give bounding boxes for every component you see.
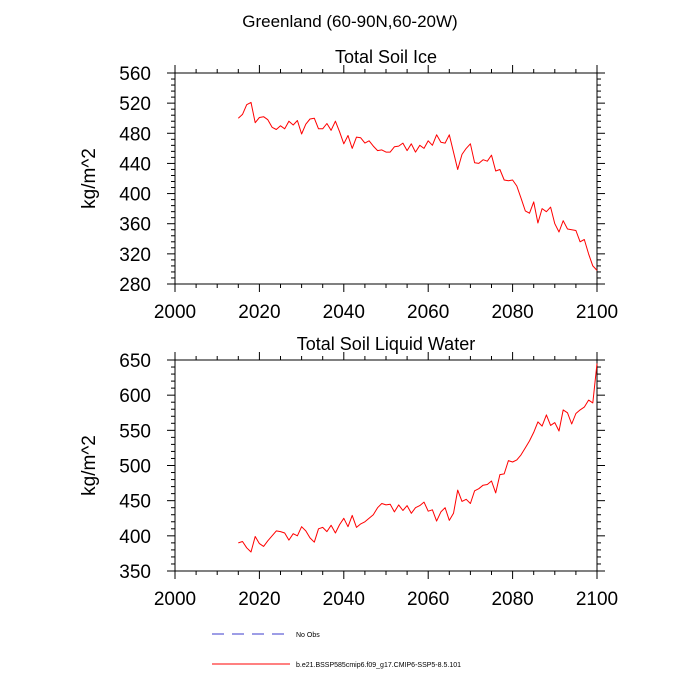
chart-panel-soil-ice: Total Soil Ice kg/m^2 2000 2020 2040 2060 2080… xyxy=(79,47,618,323)
legend: No Obs b.e21.BSSP585cmip6.f09_g17.CMIP6-S… xyxy=(212,632,461,669)
x-tick-label: 2040 xyxy=(323,589,365,610)
x-tick-label: 2040 xyxy=(323,302,365,323)
y-tick-label: 520 xyxy=(119,94,151,115)
x-tick-label: 2100 xyxy=(576,589,618,610)
x-tick-label: 2060 xyxy=(407,302,449,323)
y-tick-label: 500 xyxy=(119,457,151,478)
series-line xyxy=(238,363,598,553)
panel-title: Total Soil Liquid Water xyxy=(297,334,475,354)
figure-title: Greenland (60-90N,60-20W) xyxy=(242,12,458,31)
legend-label: No Obs xyxy=(296,632,320,639)
y-tick-label: 650 xyxy=(119,351,151,372)
chart-panel-soil-liquid-water: Total Soil Liquid Water kg/m^2 2000 2020 204… xyxy=(79,334,618,610)
y-tick-label: 550 xyxy=(119,421,151,442)
x-tick-label: 2020 xyxy=(238,302,280,323)
panel-title: Total Soil Ice xyxy=(335,47,437,67)
y-tick-label: 440 xyxy=(119,154,151,175)
x-tick-label: 2000 xyxy=(154,589,196,610)
plot-frame xyxy=(174,72,598,285)
y-tick-label: 320 xyxy=(119,245,151,266)
y-axis-label: kg/m^2 xyxy=(79,435,100,496)
y-tick-label: 280 xyxy=(119,275,151,296)
y-tick-label: 600 xyxy=(119,386,151,407)
x-tick-label: 2000 xyxy=(154,302,196,323)
y-axis-label: kg/m^2 xyxy=(79,148,100,209)
y-tick-label: 360 xyxy=(119,215,151,236)
x-tick-label: 2020 xyxy=(238,589,280,610)
y-tick-label: 480 xyxy=(119,124,151,145)
y-tick-label: 400 xyxy=(119,527,151,548)
x-tick-label: 2100 xyxy=(576,302,618,323)
x-tick-label: 2060 xyxy=(407,589,449,610)
y-tick-label: 400 xyxy=(119,185,151,206)
x-tick-label: 2080 xyxy=(491,302,533,323)
series-line xyxy=(237,101,598,271)
y-tick-label: 450 xyxy=(119,492,151,513)
x-tick-label: 2080 xyxy=(491,589,533,610)
y-tick-label: 560 xyxy=(119,64,151,85)
y-tick-label: 350 xyxy=(119,562,151,583)
plot-frame xyxy=(174,359,598,572)
legend-label: b.e21.BSSP585cmip6.f09_g17.CMIP6-SSP5-8.… xyxy=(296,662,461,669)
